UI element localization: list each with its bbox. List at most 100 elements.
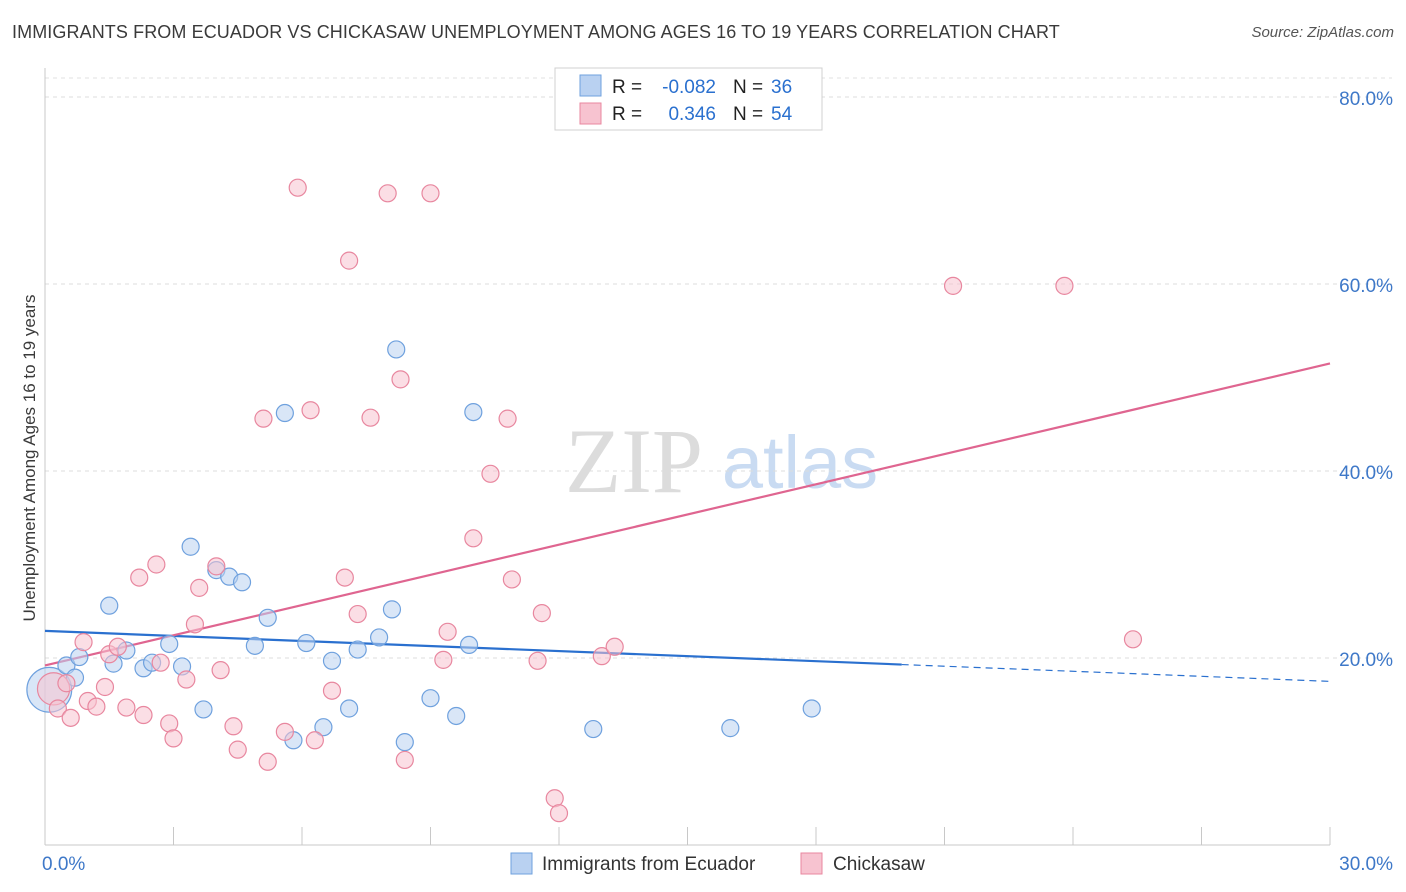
point-chickasaw xyxy=(61,708,80,727)
point-chickasaw xyxy=(151,653,170,672)
point-chickasaw xyxy=(254,409,273,428)
stats-n-label-chickasaw: N = xyxy=(733,104,763,125)
y-tick-label: 80.0% xyxy=(1339,89,1393,110)
point-ecuador xyxy=(802,699,821,718)
point-chickasaw xyxy=(87,697,106,716)
point-ecuador xyxy=(340,699,359,718)
point-chickasaw xyxy=(943,276,963,295)
point-chickasaw xyxy=(395,750,414,770)
point-chickasaw xyxy=(164,729,183,748)
point-ecuador xyxy=(447,706,466,726)
stats-r-value-chickasaw: 0.346 xyxy=(668,104,716,125)
grid-lines xyxy=(45,77,1392,659)
point-chickasaw xyxy=(117,698,136,717)
point-chickasaw xyxy=(147,555,166,574)
point-ecuador xyxy=(382,600,402,619)
x-tick-label-min: 0.0% xyxy=(42,854,85,875)
point-ecuador xyxy=(275,403,294,423)
chart-title: IMMIGRANTS FROM ECUADOR VS CHICKASAW UNE… xyxy=(12,22,1060,42)
chart-source: Source: ZipAtlas.com xyxy=(1251,24,1394,41)
stats-r-label-ecuador: R = xyxy=(612,77,642,98)
point-chickasaw xyxy=(108,637,127,656)
stats-swatch-chickasaw xyxy=(579,102,602,125)
point-chickasaw xyxy=(549,804,569,823)
stats-swatch-ecuador xyxy=(579,74,602,97)
point-chickasaw xyxy=(361,408,380,427)
data-points xyxy=(26,178,1143,823)
stats-r-label-chickasaw: R = xyxy=(612,104,642,125)
point-ecuador xyxy=(387,340,406,359)
point-ecuador xyxy=(314,718,333,737)
point-chickasaw xyxy=(322,681,342,700)
point-chickasaw xyxy=(258,752,277,771)
point-ecuador xyxy=(322,651,342,670)
y-tick-label: 20.0% xyxy=(1339,650,1393,671)
point-chickasaw xyxy=(498,409,517,428)
watermark-zip: ZIP xyxy=(565,410,703,512)
point-chickasaw xyxy=(464,529,483,548)
point-ecuador xyxy=(258,608,277,627)
point-chickasaw xyxy=(48,699,67,718)
watermark-atlas: atlas xyxy=(722,421,878,504)
point-chickasaw xyxy=(1123,630,1143,649)
stats-n-label-ecuador: N = xyxy=(733,77,763,98)
point-ecuador xyxy=(584,719,603,739)
point-chickasaw xyxy=(1055,276,1074,295)
point-chickasaw xyxy=(95,677,115,697)
point-ecuador xyxy=(297,633,316,653)
legend-label-ecuador: Immigrants from Ecuador xyxy=(542,854,756,875)
point-chickasaw xyxy=(335,568,354,587)
y-tick-label: 60.0% xyxy=(1339,276,1393,297)
point-chickasaw xyxy=(340,251,359,270)
point-ecuador xyxy=(232,573,252,592)
point-chickasaw xyxy=(481,464,500,483)
x-tick-label-max: 30.0% xyxy=(1339,854,1393,875)
point-chickasaw xyxy=(288,178,307,197)
point-ecuador xyxy=(464,402,483,422)
trend-line-chickasaw xyxy=(44,362,1331,667)
point-chickasaw xyxy=(421,184,440,203)
point-chickasaw xyxy=(528,651,547,670)
point-chickasaw xyxy=(134,705,153,725)
point-chickasaw xyxy=(160,714,179,733)
trend-line-ecuador-extension xyxy=(901,663,1331,682)
point-chickasaw xyxy=(434,650,453,669)
point-chickasaw xyxy=(605,637,624,656)
point-chickasaw xyxy=(545,789,564,808)
point-ecuador xyxy=(100,596,119,615)
point-chickasaw xyxy=(57,674,76,693)
point-ecuador xyxy=(245,636,264,655)
stats-r-value-ecuador: -0.082 xyxy=(662,77,716,98)
point-ecuador xyxy=(721,719,740,738)
legend-swatch-chickasaw xyxy=(800,852,823,875)
stats-n-value-ecuador: 36 xyxy=(771,77,792,98)
point-chickasaw xyxy=(190,578,209,597)
point-chickasaw xyxy=(130,568,149,587)
y-tick-label: 40.0% xyxy=(1339,463,1393,484)
point-chickasaw xyxy=(228,740,247,759)
point-chickasaw xyxy=(301,401,320,420)
point-chickasaw xyxy=(207,557,226,576)
point-chickasaw xyxy=(185,615,205,634)
point-chickasaw xyxy=(211,661,230,680)
point-chickasaw xyxy=(502,570,521,589)
series-legend: Immigrants from Ecuador Chickasaw xyxy=(510,852,925,875)
point-chickasaw xyxy=(378,184,397,203)
y-axis-label: Unemployment Among Ages 16 to 19 years xyxy=(20,295,39,622)
point-ecuador xyxy=(370,628,389,647)
point-chickasaw xyxy=(592,647,611,666)
point-chickasaw xyxy=(348,604,367,624)
point-chickasaw xyxy=(532,604,551,623)
point-chickasaw xyxy=(391,370,410,389)
point-ecuador xyxy=(459,635,479,655)
point-chickasaw xyxy=(177,670,196,689)
stats-n-value-chickasaw: 54 xyxy=(771,104,793,125)
axes: 20.0% 40.0% 60.0% 80.0% 0.0% 30.0% xyxy=(42,68,1393,875)
point-chickasaw xyxy=(438,622,457,641)
point-ecuador xyxy=(70,647,89,667)
point-ecuador xyxy=(395,733,414,752)
point-ecuador xyxy=(348,640,367,659)
point-chickasaw xyxy=(224,717,243,736)
